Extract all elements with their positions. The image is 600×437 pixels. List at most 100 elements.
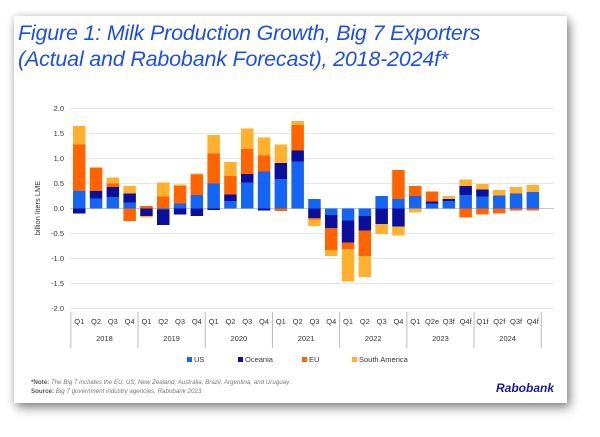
bar-eu — [157, 196, 170, 209]
bar-stack — [325, 208, 338, 256]
bar-south-america — [308, 219, 321, 226]
note-label: *Note: — [31, 379, 50, 386]
bar-us — [392, 199, 405, 209]
bar-us — [409, 196, 422, 209]
bar-us — [173, 203, 187, 209]
legend: US Oceania EU South America — [187, 355, 409, 364]
x-tick-label: Q3 — [377, 317, 387, 326]
bar-stack — [358, 208, 372, 277]
y-tick-label: 2.0 — [54, 104, 64, 113]
bar-us — [89, 198, 103, 209]
bar-oceania — [459, 186, 472, 195]
y-tick-label: 0.5 — [54, 179, 64, 188]
bar-stack — [341, 208, 355, 282]
bar-eu — [140, 206, 153, 209]
bar-south-america — [224, 162, 237, 176]
bar-eu — [224, 176, 237, 195]
bar-oceania — [257, 208, 271, 211]
figure-card — [14, 16, 567, 403]
bar-south-america — [157, 182, 170, 197]
bar-stack — [173, 184, 187, 215]
bar-oceania — [123, 193, 136, 203]
bar-us — [509, 193, 523, 209]
bar-us — [493, 195, 506, 209]
bar-south-america — [459, 179, 472, 186]
x-tick-label: Q2 — [360, 317, 370, 326]
bar-south-america — [106, 177, 120, 184]
legend-item: EU — [302, 355, 319, 364]
bar-oceania — [190, 208, 204, 216]
bar-us — [257, 171, 271, 209]
x-group-label: 2020 — [231, 334, 248, 343]
bar-south-america — [274, 144, 288, 163]
x-tick-label: Q2 — [293, 317, 303, 326]
bar-eu — [358, 230, 372, 256]
bar-eu — [241, 149, 254, 174]
bar-stack — [257, 137, 271, 211]
x-tick-label: Q2 — [158, 317, 168, 326]
y-axis-ticks: 2.0 1.5 1.0 0.5 0.0 -0.5 -1.0 -1.5 -2.0 — [51, 104, 64, 313]
bar-oceania — [425, 201, 439, 204]
bar-stack — [425, 191, 439, 209]
chart-title-line-2: (Actual and Rabobank Forecast), 2018-202… — [18, 47, 449, 71]
x-axis: Q1 Q2 Q3 Q4 2018 Q1 Q2 Q3 Q4 2019 Q1 Q2 Q3 Q4 2020 Q1 Q2… — [70, 312, 542, 348]
x-tick-label: Q1 — [410, 317, 420, 326]
bar-stack — [123, 186, 136, 221]
bar-eu — [308, 218, 321, 220]
bar-stack — [493, 190, 506, 214]
bar-eu — [459, 208, 472, 218]
bar-stack — [207, 135, 220, 210]
bar-stack — [106, 177, 120, 209]
bar-stack — [409, 186, 422, 213]
y-tick-label: 1.5 — [54, 129, 64, 138]
bar-south-america — [493, 190, 506, 196]
bar-south-america — [291, 121, 304, 125]
bar-south-america — [190, 173, 204, 175]
bar-south-america — [341, 249, 355, 282]
bar-eu — [392, 170, 405, 199]
x-group-label: 2022 — [365, 334, 382, 343]
y-axis-label: billion liters LME — [33, 181, 42, 236]
y-tick-label: 1.0 — [54, 154, 64, 163]
bar-south-america — [257, 137, 271, 156]
x-tick-label: Q2e — [425, 317, 439, 326]
x-tick-label: Q4f — [460, 317, 473, 326]
note-line: *Note: The Big 7 includes the EU, US, Ne… — [31, 378, 290, 387]
source-line: Source: Big 7 government industry agenci… — [31, 387, 290, 396]
bar-oceania — [241, 174, 254, 183]
bar-oceania — [392, 208, 405, 227]
chart-title: Figure 1: Milk Production Growth, Big 7 … — [18, 20, 558, 72]
bar-south-america — [123, 186, 136, 194]
x-tick-label: Q3 — [175, 317, 185, 326]
x-tick-label: Q4 — [326, 317, 336, 326]
bar-stack — [274, 144, 288, 211]
x-tick-label: Q2f — [493, 317, 506, 326]
bar-eu — [509, 208, 523, 211]
bar-eu — [190, 174, 204, 195]
bar-us — [325, 208, 338, 215]
y-tick-label: -1.5 — [51, 279, 64, 288]
x-tick-label: Q1 — [141, 317, 151, 326]
bar-oceania — [341, 220, 355, 243]
bar-south-america — [442, 196, 456, 199]
source-label: Source: — [31, 388, 55, 395]
x-tick-label: Q4 — [393, 317, 403, 326]
bar-eu — [425, 191, 439, 202]
bar-oceania — [274, 163, 288, 179]
x-tick-label: Q1 — [74, 317, 84, 326]
bar-us — [308, 199, 321, 209]
bar-south-america — [241, 128, 254, 149]
bar-us — [73, 191, 86, 209]
note-text: The Big 7 includes the EU, US, New Zeala… — [50, 379, 291, 386]
bar-oceania — [140, 208, 153, 216]
chart-title-line-1: Figure 1: Milk Production Growth, Big 7 … — [18, 21, 481, 45]
bar-south-america — [409, 208, 422, 213]
bar-eu — [274, 208, 288, 211]
bar-us — [224, 201, 237, 209]
bar-us — [207, 183, 220, 209]
x-tick-label: Q4 — [125, 317, 135, 326]
bar-us — [476, 196, 489, 209]
x-tick-label: Q4 — [192, 317, 202, 326]
bar-south-america — [140, 216, 153, 218]
bar-us — [190, 195, 204, 209]
